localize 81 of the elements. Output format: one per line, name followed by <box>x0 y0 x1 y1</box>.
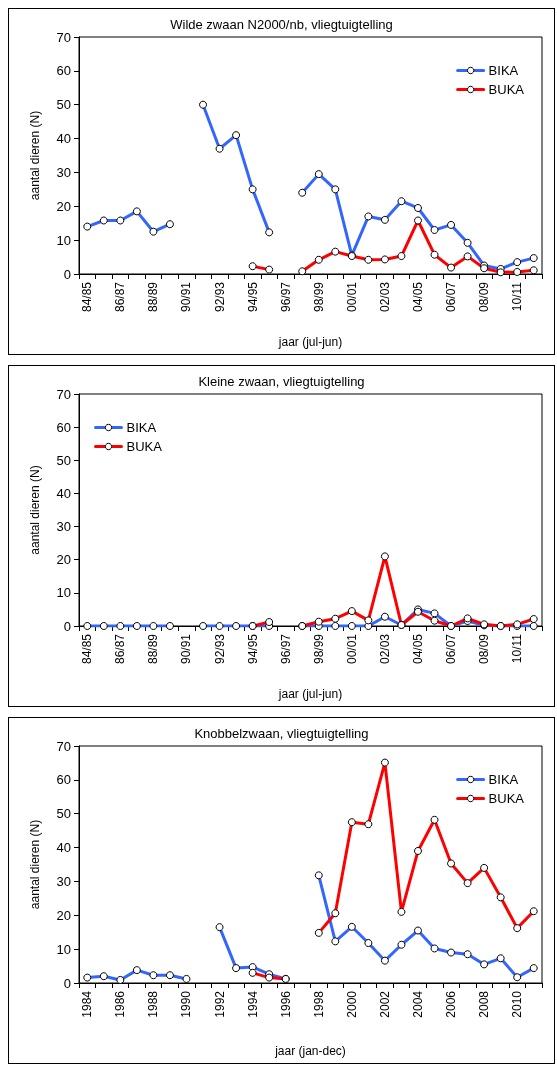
y-tick-label: 50 <box>56 806 71 822</box>
y-tick-label: 10 <box>56 232 71 248</box>
y-tick-label: 50 <box>56 97 71 113</box>
y-tick-label: 20 <box>56 552 71 568</box>
y-tick-label: 30 <box>56 519 71 535</box>
x-tick-label: 98/99 <box>311 281 326 313</box>
y-tick-label: 60 <box>56 419 71 435</box>
x-tick-label: 84/85 <box>80 633 95 665</box>
chart-title: Kleine zwaan, vliegtuigtelling <box>198 374 365 389</box>
y-tick-label: 0 <box>63 618 71 634</box>
x-tick-label: 10/11 <box>510 281 525 312</box>
y-tick-label: 0 <box>63 266 71 282</box>
x-tick-label: 86/87 <box>113 633 128 665</box>
x-tick-label: 1994 <box>245 990 260 1018</box>
x-tick-label: 1988 <box>146 990 161 1018</box>
x-tick-label: 1992 <box>212 990 227 1018</box>
x-tick-label: 92/93 <box>212 633 227 665</box>
x-tick-label: 1986 <box>113 990 128 1018</box>
x-axis-title: jaar (jan-dec) <box>274 1044 346 1058</box>
x-tick-label: 2004 <box>410 990 425 1018</box>
y-tick-label: 0 <box>63 975 71 991</box>
x-tick-label: 2002 <box>377 990 392 1018</box>
x-tick-label: 88/89 <box>146 633 161 665</box>
x-tick-label: 2008 <box>477 990 492 1018</box>
x-tick-label: 2000 <box>344 990 359 1018</box>
x-tick-label: 86/87 <box>113 281 128 313</box>
chart-title: Wilde zwaan N2000/nb, vliegtuigtelling <box>170 17 393 32</box>
y-tick-label: 50 <box>56 452 71 468</box>
x-tick-label: 06/07 <box>444 281 459 313</box>
y-tick-label: 70 <box>56 386 71 402</box>
x-tick-label: 84/85 <box>80 281 95 313</box>
y-tick-label: 70 <box>56 29 71 45</box>
x-tick-label: 2010 <box>510 990 525 1018</box>
y-tick-label: 30 <box>56 873 71 889</box>
x-tick-label: 1984 <box>80 990 95 1018</box>
y-axis-title: aantal dieren (N) <box>28 110 42 201</box>
y-tick-label: 20 <box>56 198 71 214</box>
legend-label: BUKA <box>488 791 525 806</box>
x-tick-label: 92/93 <box>212 281 227 313</box>
y-axis-title: aantal dieren (N) <box>28 819 42 910</box>
x-tick-label: 96/97 <box>278 633 293 665</box>
legend-label: BIKA <box>126 420 157 435</box>
y-tick-label: 30 <box>56 164 71 180</box>
y-axis-title: aantal dieren (N) <box>28 465 42 555</box>
x-tick-label: 88/89 <box>146 281 161 313</box>
x-tick-label: 00/01 <box>344 633 359 665</box>
x-tick-label: 04/05 <box>410 633 425 665</box>
y-tick-label: 40 <box>56 840 71 856</box>
y-tick-label: 10 <box>56 941 71 957</box>
x-tick-label: 1996 <box>278 990 293 1018</box>
y-tick-label: 60 <box>56 63 71 79</box>
x-tick-label: 1998 <box>311 990 326 1018</box>
x-tick-label: 1990 <box>179 990 194 1018</box>
legend-label: BUKA <box>488 82 525 97</box>
x-tick-label: 96/97 <box>278 281 293 313</box>
y-tick-label: 20 <box>56 907 71 923</box>
x-tick-label: 98/99 <box>311 633 326 665</box>
x-tick-label: 02/03 <box>377 633 392 665</box>
y-tick-label: 70 <box>56 738 71 754</box>
legend-label: BIKA <box>488 772 519 787</box>
x-tick-label: 08/09 <box>477 281 492 313</box>
x-tick-label: 2006 <box>444 990 459 1018</box>
x-tick-label: 94/95 <box>245 633 260 665</box>
y-tick-label: 10 <box>56 585 71 601</box>
x-axis-title: jaar (jul-jun) <box>277 687 343 701</box>
x-tick-label: 06/07 <box>444 633 459 665</box>
x-tick-label: 02/03 <box>377 281 392 313</box>
x-axis-title: jaar (jul-jun) <box>277 335 343 349</box>
x-tick-label: 08/09 <box>477 633 492 665</box>
y-tick-label: 40 <box>56 485 71 501</box>
x-tick-label: 90/91 <box>179 633 194 665</box>
x-tick-label: 94/95 <box>245 281 260 313</box>
x-tick-label: 00/01 <box>344 281 359 313</box>
chart-title: Knobbelzwaan, vliegtuigtelling <box>194 726 369 741</box>
x-tick-label: 04/05 <box>410 281 425 313</box>
legend-label: BIKA <box>488 63 519 78</box>
y-tick-label: 60 <box>56 772 71 788</box>
x-tick-label: 10/11 <box>510 633 525 664</box>
x-tick-label: 90/91 <box>179 281 194 313</box>
y-tick-label: 40 <box>56 131 71 147</box>
legend-label: BUKA <box>126 439 163 454</box>
